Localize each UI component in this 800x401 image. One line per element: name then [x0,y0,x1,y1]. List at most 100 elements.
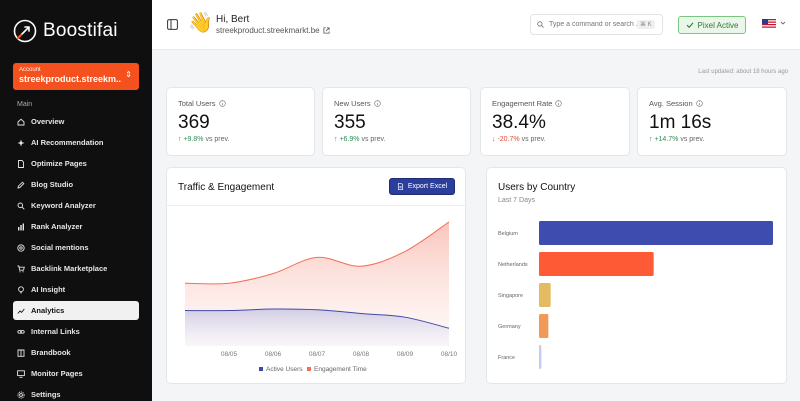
info-icon[interactable] [555,100,563,107]
sidebar-item-keyword-analyzer[interactable]: Keyword Analyzer [13,196,139,215]
link-icon [17,329,25,334]
stat-value: 355 [334,112,366,133]
last-updated: Last updated: about 18 hours ago [698,69,788,75]
wave-emoji-icon: 👋 [188,12,213,34]
info-icon[interactable] [218,100,226,107]
sidebar-item-monitor-pages[interactable]: Monitor Pages [13,364,139,383]
bar-belgium[interactable] [539,221,773,245]
stat-value: 369 [178,112,210,133]
stat-value: 38.4% [492,112,546,133]
category-label: France [498,355,515,361]
sidebar-item-optimize-pages[interactable]: Optimize Pages [13,154,139,173]
section-label-main: Main [17,101,33,108]
home-icon [17,118,25,125]
file-icon [18,159,24,168]
pixel-status-badge[interactable]: Pixel Active [678,16,746,34]
stat-card-engagement-rate: Engagement Rate 38.4% ↓ -20.7% vs prev. [480,87,630,156]
x-tick-label: 08/10 [441,351,458,358]
sidebar-item-ai-recommendation[interactable]: AI Recommendation [13,133,139,152]
stat-value: 1m 16s [649,112,712,133]
sidebar-item-label: Social mentions [31,243,89,252]
sidebar-item-label: Rank Analyzer [31,222,83,231]
sidebar-item-internal-links[interactable]: Internal Links [13,322,139,341]
external-link-icon [323,27,330,34]
bar-netherlands[interactable] [539,252,654,276]
chevron-down-icon[interactable] [780,20,786,26]
stat-change: ↑ +6.9% vs prev. [334,136,385,143]
stat-label: Engagement Rate [492,99,563,108]
sidebar-item-social-mentions[interactable]: Social mentions [13,238,139,257]
sidebar-item-ai-insight[interactable]: AI Insight [13,280,139,299]
traffic-area-chart: 08/05 08/06 08/07 08/08 08/09 08/10 Active Use… [184,221,458,373]
bar-germany[interactable] [539,314,549,338]
stat-label-text: New Users [334,99,371,108]
country-title: Users by Country [498,182,576,193]
sidebar-nav: Overview AI Recommendation Optimize Pages B… [13,112,139,401]
site-link[interactable]: streekproduct.streekmarkt.be [216,26,330,35]
pixel-status-label: Pixel Active [697,20,739,30]
stat-label: Total Users [178,99,226,108]
monitor-icon [17,369,25,378]
sidebar-item-label: Overview [31,117,65,126]
sparkle-icon [17,139,25,146]
legend-item[interactable]: Active Users [266,366,303,373]
stat-change-value: +6.9% [339,136,360,143]
stat-change: ↑ +14.7% vs prev. [649,136,704,143]
chevron-up-down-icon: ⇕ [125,70,132,79]
check-icon [686,22,693,29]
sidebar-item-label: Analytics [31,306,65,315]
category-label: Singapore [498,293,523,299]
stat-change-value: -20.7% [497,136,520,143]
stat-change-value: +14.7% [654,136,679,143]
category-label: Germany [498,324,521,330]
sidebar-item-label: Optimize Pages [31,159,87,168]
stat-change-value: +9.8% [183,136,204,143]
legend-item[interactable]: Engagement Time [314,366,367,373]
search-input[interactable] [549,21,637,28]
sidebar-item-label: Backlink Marketplace [31,264,108,273]
sidebar-item-blog-studio[interactable]: Blog Studio [13,175,139,194]
sidebar: Boostifai Account streekproduct.streekm.… [0,0,152,401]
sidebar-item-label: Internal Links [31,327,80,336]
stat-label-text: Avg. Session [649,99,693,108]
info-icon[interactable] [695,100,703,107]
sidebar-item-label: Blog Studio [31,180,74,189]
sidebar-item-settings[interactable]: Settings [13,385,139,401]
account-selector[interactable]: Account streekproduct.streekm... ⇕ [13,63,139,90]
sidebar-item-analytics[interactable]: Analytics [13,301,139,320]
search-icon [17,202,25,210]
sidebar-item-brandbook[interactable]: Brandbook [13,343,139,362]
greeting: Hi, Bert [216,14,250,25]
book-icon [17,349,25,357]
stat-change: ↓ -20.7% vs prev. [492,136,546,143]
bars-icon [18,223,24,230]
series-line-active-users[interactable] [184,308,450,329]
export-excel-button[interactable]: Export Excel [389,178,455,195]
sidebar-item-backlink-marketplace[interactable]: Backlink Marketplace [13,259,139,278]
bulb-icon [18,285,24,293]
x-tick-label: 08/05 [221,351,238,358]
x-tick-label: 08/08 [353,351,370,358]
brand[interactable]: Boostifai [12,18,118,44]
trend-up-icon: ↑ [334,136,340,143]
us-flag-icon[interactable] [762,19,776,29]
series-area-active-users [185,309,449,346]
at-icon [17,243,25,252]
series-line-engagement-time[interactable] [184,221,450,285]
sidebar-toggle-icon[interactable] [167,19,178,30]
bar-france[interactable] [539,345,542,369]
x-tick-label: 08/06 [265,351,282,358]
command-search[interactable]: ⌘ K [530,14,663,35]
info-icon[interactable] [373,100,381,107]
stat-change-suffix: vs prev. [521,136,546,143]
sidebar-item-rank-analyzer[interactable]: Rank Analyzer [13,217,139,236]
sidebar-item-label: AI Recommendation [31,138,104,147]
pen-icon [17,181,25,189]
topbar: 👋 Hi, Bert streekproduct.streekmarkt.be … [152,0,800,50]
bar-singapore[interactable] [539,283,551,307]
stat-label-text: Engagement Rate [492,99,553,108]
sidebar-item-overview[interactable]: Overview [13,112,139,131]
traffic-card: Traffic & Engagement Export Excel 08/05 0… [166,167,466,384]
trend-up-icon: ↑ [649,136,655,143]
export-excel-label: Export Excel [407,183,448,190]
